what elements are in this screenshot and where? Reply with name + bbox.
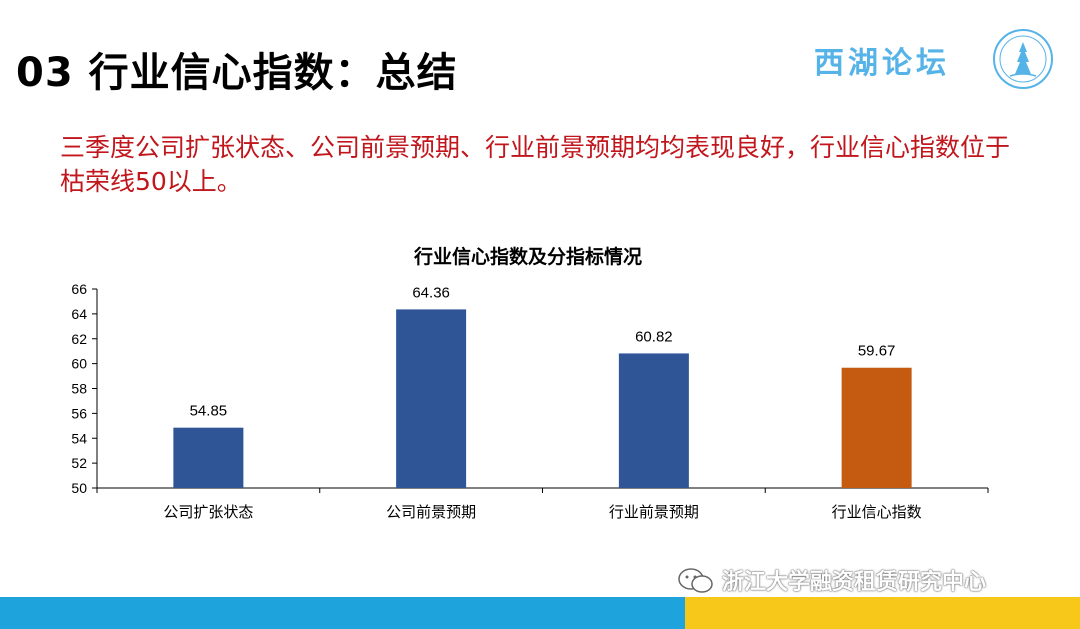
data-label: 64.36 bbox=[412, 284, 450, 301]
summary-text: 三季度公司扩张状态、公司前景预期、行业前景预期均均表现良好，行业信心指数位于枯荣… bbox=[60, 133, 1011, 196]
y-tick-label: 52 bbox=[71, 455, 87, 471]
bar bbox=[841, 367, 912, 488]
chart-title: 行业信心指数及分指标情况 bbox=[413, 245, 642, 268]
data-label: 59.67 bbox=[858, 343, 896, 360]
chart-labels: 54.85 公司扩张状态 64.36 公司前景预期 60.82 行业前景预期 59.67 行业… bbox=[163, 284, 921, 521]
footer-stripe-blue bbox=[0, 597, 685, 629]
y-tick-label: 66 bbox=[71, 281, 87, 297]
chart-bars bbox=[173, 309, 912, 488]
bar bbox=[618, 353, 689, 488]
footer-stripe-yellow bbox=[685, 597, 1080, 629]
category-label: 公司扩张状态 bbox=[163, 503, 253, 521]
slide-title: 03 行业信心指数：总结 bbox=[16, 50, 458, 96]
bar-chart: 行业信心指数及分指标情况 50 52 54 56 58 60 62 64 66 54.85 公司扩… bbox=[71, 245, 989, 521]
brand-name: 西湖论坛 bbox=[814, 46, 950, 81]
category-label: 行业信心指数 bbox=[832, 503, 922, 521]
data-label: 54.85 bbox=[190, 403, 228, 420]
y-tick-label: 50 bbox=[71, 480, 87, 496]
y-tick-label: 64 bbox=[71, 306, 87, 322]
bar bbox=[173, 427, 244, 488]
y-tick-label: 60 bbox=[71, 356, 87, 372]
y-tick-label: 56 bbox=[71, 405, 87, 421]
bar bbox=[396, 309, 467, 488]
data-label: 60.82 bbox=[635, 328, 673, 345]
wechat-icon bbox=[678, 568, 713, 593]
watermark-text: 浙江大学融资租赁研究中心 bbox=[722, 570, 987, 595]
chart-axes: 50 52 54 56 58 60 62 64 66 bbox=[71, 281, 989, 496]
y-tick-label: 54 bbox=[71, 430, 87, 446]
category-label: 行业前景预期 bbox=[609, 503, 699, 521]
y-tick-label: 62 bbox=[71, 331, 87, 347]
y-tick-label: 58 bbox=[71, 381, 87, 397]
forum-seal-logo-icon bbox=[993, 29, 1053, 89]
category-label: 公司前景预期 bbox=[386, 503, 476, 521]
